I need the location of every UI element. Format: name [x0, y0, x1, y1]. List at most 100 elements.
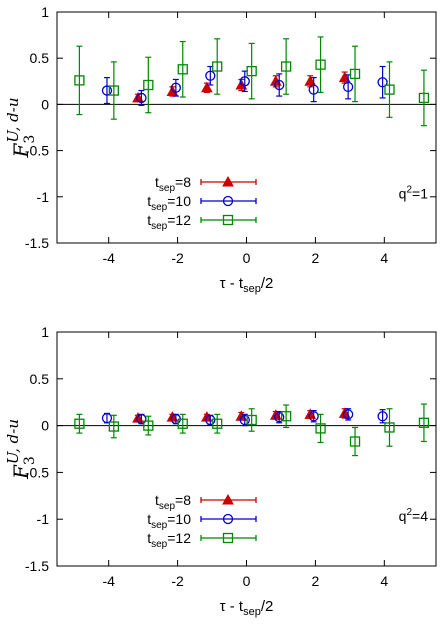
legend-label-end: =8 [175, 492, 191, 508]
data-point [418, 417, 430, 428]
x-axis-label-main: τ - t [220, 598, 244, 615]
series-tsep10 [101, 408, 388, 427]
legend-label-main: t [155, 174, 159, 190]
legend-label-end: =8 [175, 174, 191, 190]
series-tsep12 [74, 403, 430, 457]
x-axis-label: τ - tsep/2 [220, 598, 274, 618]
data-point [377, 77, 388, 88]
x-axis-label-end: /2 [261, 598, 274, 615]
legend-marker [222, 513, 234, 525]
y-axis-label: F3U, d-u [4, 98, 38, 159]
legend-label-sub: sep [151, 539, 168, 550]
y-axis-label-sup: U, d-u [4, 419, 22, 464]
legend-label-end: =12 [167, 530, 191, 546]
x-tick-label: -2 [171, 250, 184, 266]
data-point [212, 61, 223, 72]
data-point [377, 411, 388, 422]
y-axis-label-sub: 3 [22, 135, 38, 144]
y-tick-label: 0.5 [30, 371, 50, 387]
y-axis-label-main: F [9, 464, 33, 480]
data-point [342, 81, 354, 92]
y-tick-label: -0.5 [25, 143, 49, 159]
legend-entry: tsep=10 [147, 193, 257, 213]
data-point [308, 411, 319, 422]
data-point [384, 422, 395, 433]
data-point [349, 68, 361, 80]
y-axis-label: F3U, d-u [4, 419, 38, 480]
q2-annotation-base: q [399, 186, 407, 202]
data-point [418, 92, 430, 104]
q2-annotation-exp: 2 [406, 185, 412, 196]
q2-annotation-base: q [399, 508, 407, 524]
legend-label-sub: sep [151, 202, 168, 213]
q2-annotation: q2=4 [399, 507, 429, 524]
data-point [136, 413, 147, 425]
y-tick-label: -1 [37, 189, 50, 205]
data-point [239, 414, 250, 426]
x-axis-label-sub: sep [243, 283, 261, 295]
data-point [201, 81, 213, 93]
q2-annotation-exp: 2 [406, 507, 412, 518]
data-point [239, 76, 250, 87]
x-tick-label: 0 [243, 250, 251, 266]
legend-label-main: t [155, 492, 159, 508]
legend-label-main: t [147, 193, 151, 209]
data-point [101, 412, 113, 424]
legend-label-end: =10 [167, 511, 191, 527]
data-point [274, 79, 285, 91]
data-point [246, 65, 257, 77]
legend-label-sub: sep [159, 183, 176, 194]
y-tick-label: 0 [41, 96, 49, 112]
legend-label-main: t [147, 212, 151, 228]
x-axis-label-sub: sep [243, 606, 261, 618]
series-tsep8 [132, 407, 351, 423]
data-point [315, 59, 326, 70]
x-axis-label-end: /2 [261, 275, 274, 292]
plot-frame [56, 331, 437, 567]
x-tick-label: -2 [171, 573, 184, 589]
legend-entry: tsep=12 [147, 530, 257, 550]
x-axis-label-main: τ - t [220, 275, 244, 292]
x-tick-label: 4 [380, 573, 388, 589]
data-point [177, 64, 188, 75]
legend-entry: tsep=12 [147, 212, 257, 232]
y-tick-label: 0 [41, 418, 49, 434]
x-tick-label: 2 [312, 250, 320, 266]
y-tick-label: 0.5 [30, 50, 50, 66]
legend-label-sub: sep [159, 501, 176, 512]
y-axis-label-main: F [9, 142, 33, 158]
y-tick-label: 1 [41, 324, 49, 340]
series-tsep10 [101, 65, 388, 106]
q2-annotation-end: =4 [412, 508, 428, 524]
y-tick-label: 1 [41, 4, 49, 20]
legend-label: tsep=12 [147, 212, 191, 232]
legend-label-end: =10 [167, 193, 191, 209]
y-tick-label: -0.5 [25, 464, 49, 480]
x-tick-label: 4 [380, 250, 388, 266]
data-point [304, 75, 317, 86]
data-point [108, 85, 119, 96]
legend-entry: tsep=10 [147, 511, 257, 531]
data-point [136, 92, 147, 104]
data-point [280, 61, 292, 72]
legend-label: tsep=8 [155, 174, 191, 194]
legend-label: tsep=12 [147, 530, 191, 550]
legend-label: tsep=8 [155, 492, 191, 512]
data-point [308, 84, 319, 95]
data-point [342, 409, 354, 420]
data-point [280, 411, 292, 422]
x-axis-label: τ - tsep/2 [220, 275, 274, 295]
data-point [74, 75, 85, 86]
legend-label-main: t [147, 511, 151, 527]
legend-label-end: =12 [167, 212, 191, 228]
data-point [274, 412, 285, 423]
legend-marker [222, 493, 234, 505]
data-point [170, 82, 182, 93]
x-tick-label: -4 [102, 250, 115, 266]
plot-frame [56, 11, 437, 244]
series-tsep12 [74, 36, 430, 127]
data-point [205, 70, 216, 81]
legend-label-sub: sep [151, 520, 168, 531]
